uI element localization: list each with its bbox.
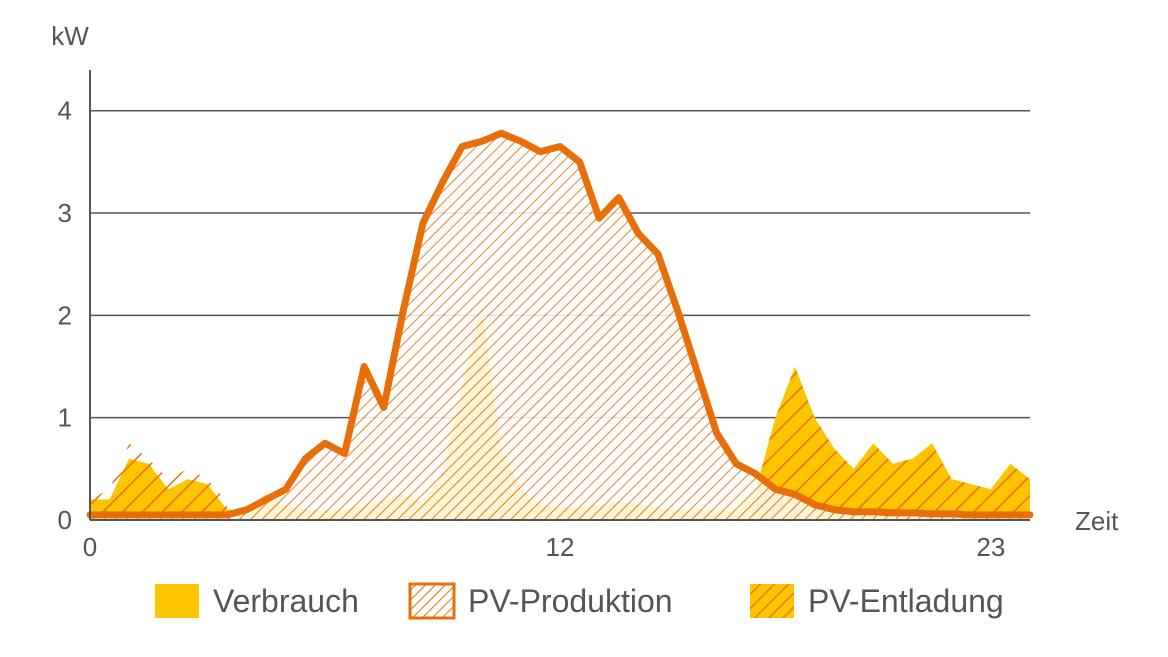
legend-label-pv_entladung: PV-Entladung: [808, 583, 1004, 619]
y-tick: 1: [58, 403, 72, 433]
y-axis-label: kW: [51, 21, 89, 51]
x-tick: 0: [83, 532, 97, 562]
legend-label-pv_produktion: PV-Produktion: [468, 583, 673, 619]
series-pv-entladung-0: [90, 443, 227, 520]
x-tick: 23: [976, 532, 1005, 562]
x-axis-label: Zeit: [1075, 506, 1119, 536]
y-tick: 3: [58, 198, 72, 228]
y-tick-labels: 0 1 2 3 4: [58, 96, 72, 535]
legend-label-verbrauch: Verbrauch: [213, 583, 359, 619]
y-tick: 2: [58, 300, 72, 330]
y-tick: 0: [58, 505, 72, 535]
legend-swatch-pv_produktion: [410, 584, 454, 618]
x-tick: 12: [546, 532, 575, 562]
y-tick: 4: [58, 96, 72, 126]
energy-chart: kW Zeit 01234 01223 VerbrauchPV-Produkti…: [0, 0, 1168, 657]
legend-swatch-pv_entladung: [750, 584, 794, 618]
x-tick-labels: 0 12 23: [83, 532, 1006, 562]
series-group: [90, 133, 1030, 520]
legend: Verbrauch PV-Produktion PV-Entladung: [155, 583, 1004, 619]
legend-swatch-verbrauch: [155, 584, 199, 618]
chart-container: kW Zeit 01234 01223 VerbrauchPV-Produkti…: [0, 0, 1168, 657]
